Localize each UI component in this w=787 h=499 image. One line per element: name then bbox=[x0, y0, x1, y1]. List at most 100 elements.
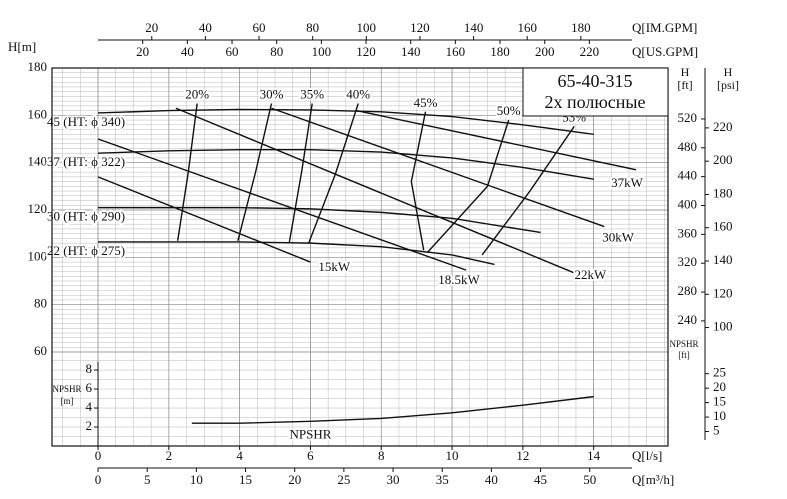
x3-tick-label: 60 bbox=[226, 44, 239, 59]
y-tick-label: 120 bbox=[28, 201, 48, 216]
head-curve bbox=[98, 241, 495, 266]
npshr-y2-tick-label: 20 bbox=[713, 379, 726, 394]
x3-axis-label: Q[US.GPM] bbox=[632, 44, 698, 59]
npshr-y2-tick-label: 25 bbox=[713, 365, 726, 380]
y3-tick-label: 100 bbox=[713, 319, 733, 334]
x3-tick-label: 120 bbox=[356, 44, 376, 59]
head-curve-label: 45 (HT: ϕ 340) bbox=[47, 114, 125, 129]
efficiency-line bbox=[176, 103, 198, 241]
x4-tick-label: 80 bbox=[306, 20, 319, 35]
x2-tick-label: 5 bbox=[144, 472, 151, 487]
y3-tick-label: 120 bbox=[713, 285, 733, 300]
y2-tick-label: 400 bbox=[678, 196, 698, 211]
npshr-tick-label: 8 bbox=[86, 361, 93, 376]
npshr-y2-axis-label: NPSHR bbox=[669, 339, 698, 349]
y3-tick-label: 160 bbox=[713, 219, 733, 234]
y-tick-label: 140 bbox=[28, 154, 48, 169]
y2-tick-label: 360 bbox=[678, 225, 698, 240]
x2-tick-label: 50 bbox=[583, 472, 596, 487]
x3-tick-label: 80 bbox=[270, 44, 283, 59]
x-tick-label: 10 bbox=[446, 448, 459, 463]
npshr-curve-label: NPSHR bbox=[289, 426, 331, 441]
npshr-y2-tick-label: 5 bbox=[713, 423, 720, 438]
x4-tick-label: 140 bbox=[464, 20, 484, 35]
x4-tick-label: 120 bbox=[410, 20, 430, 35]
marks bbox=[97, 103, 637, 424]
x4-tick-label: 40 bbox=[199, 20, 212, 35]
x4-axis-label: Q[IM.GPM] bbox=[632, 20, 697, 35]
power-label: 22kW bbox=[574, 267, 607, 282]
y2-tick-label: 520 bbox=[678, 110, 698, 125]
x3-tick-label: 140 bbox=[401, 44, 421, 59]
npshr-tick-label: 2 bbox=[86, 418, 93, 433]
head-curve-label: 30 (HT: ϕ 290) bbox=[47, 209, 125, 224]
y2-tick-label: 320 bbox=[678, 254, 698, 269]
x2-tick-label: 35 bbox=[436, 472, 449, 487]
x3-tick-label: 20 bbox=[136, 44, 149, 59]
x-tick-label: 0 bbox=[95, 448, 102, 463]
efficiency-label: 45% bbox=[414, 95, 438, 110]
title-box bbox=[522, 67, 669, 117]
head-curve bbox=[98, 206, 541, 234]
y2-axis-label: H bbox=[681, 65, 690, 79]
efficiency-line bbox=[237, 103, 273, 241]
x2-axis-label: Q[m³/h] bbox=[632, 472, 674, 487]
power-line bbox=[97, 138, 467, 271]
y3-tick-label: 200 bbox=[713, 152, 733, 167]
head-curve-label: 37 (HT: ϕ 322) bbox=[47, 154, 125, 169]
x2-tick-label: 20 bbox=[288, 472, 301, 487]
efficiency-label: 20% bbox=[185, 86, 209, 101]
efficiency-line bbox=[288, 103, 313, 244]
x4-tick-label: 180 bbox=[571, 20, 591, 35]
npshr-tick-label: 4 bbox=[86, 399, 93, 414]
x3-tick-label: 180 bbox=[490, 44, 510, 59]
y-tick-label: 160 bbox=[28, 106, 48, 121]
efficiency-line bbox=[481, 126, 575, 256]
labels: 0 2 4 6 8 10 12 14 Q[l/s]0 5 10 15 20 25 30 35 40 45 50 Q[m… bbox=[8, 20, 739, 487]
x-tick-label: 14 bbox=[587, 448, 601, 463]
y-tick-label: 180 bbox=[28, 59, 48, 74]
x2-tick-label: 0 bbox=[95, 472, 102, 487]
npshr-y2-tick-label: 15 bbox=[713, 394, 726, 409]
x4-tick-label: 20 bbox=[145, 20, 158, 35]
power-line bbox=[356, 109, 637, 171]
head-curve-label: 22 (HT: ϕ 275) bbox=[47, 243, 125, 258]
x2-tick-label: 25 bbox=[337, 472, 350, 487]
npshr-curve bbox=[191, 395, 594, 424]
x4-tick-label: 60 bbox=[253, 20, 266, 35]
y-tick-label: 60 bbox=[34, 343, 47, 358]
x2-tick-label: 40 bbox=[485, 472, 498, 487]
power-label: 18.5kW bbox=[438, 272, 480, 287]
power-label: 30kW bbox=[602, 230, 635, 245]
x3-tick-label: 40 bbox=[181, 44, 194, 59]
x4-tick-label: 160 bbox=[517, 20, 537, 35]
npshr-axis-label: NPSHR bbox=[52, 384, 81, 394]
npshr-y2-tick-label: 10 bbox=[713, 408, 726, 423]
efficiency-label: 35% bbox=[300, 86, 324, 101]
y3-tick-label: 180 bbox=[713, 185, 733, 200]
chart-subtitle: 2х полюсные bbox=[544, 92, 645, 112]
x-axis-label: Q[l/s] bbox=[632, 448, 662, 463]
y2-axis-label: [ft] bbox=[677, 78, 692, 92]
x2-tick-label: 45 bbox=[534, 472, 547, 487]
y-tick-label: 80 bbox=[34, 296, 47, 311]
x-tick-label: 8 bbox=[378, 448, 385, 463]
x2-tick-label: 30 bbox=[387, 472, 400, 487]
y3-axis-label: H bbox=[724, 65, 733, 79]
power-label: 15kW bbox=[318, 259, 351, 274]
efficiency-line bbox=[426, 119, 510, 254]
x2-tick-label: 15 bbox=[239, 472, 252, 487]
efficiency-label: 40% bbox=[346, 86, 370, 101]
y3-tick-label: 220 bbox=[713, 119, 733, 134]
power-line bbox=[271, 107, 605, 228]
x-tick-label: 4 bbox=[236, 448, 243, 463]
plot-frame bbox=[51, 67, 669, 447]
head-curve bbox=[97, 148, 594, 180]
y2-tick-label: 480 bbox=[678, 139, 698, 154]
y3-axis-label: [psi] bbox=[717, 78, 739, 92]
npshr-y2-axis-label: [ft] bbox=[678, 350, 690, 360]
y2-tick-label: 440 bbox=[678, 168, 698, 183]
y-tick-label: 100 bbox=[28, 248, 48, 263]
x-tick-label: 6 bbox=[307, 448, 314, 463]
